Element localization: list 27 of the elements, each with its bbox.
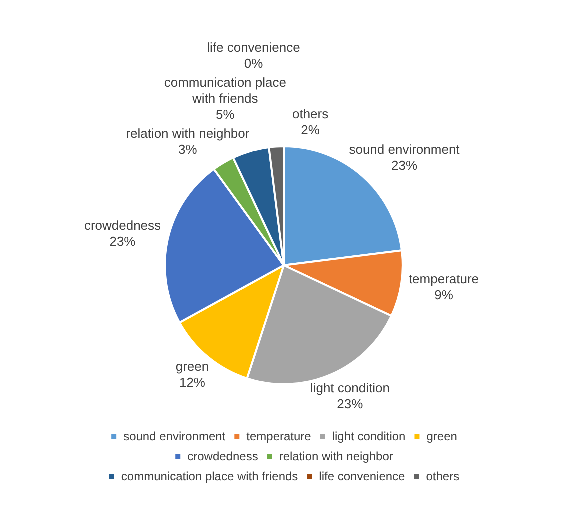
legend-label: communication place with friends: [121, 469, 298, 484]
data-label: 9%: [434, 287, 454, 302]
legend-label: green: [426, 429, 458, 444]
legend-label: others: [426, 469, 460, 484]
slice-label: sound environment: [349, 142, 460, 157]
text: 0%: [244, 56, 264, 71]
data-label: 12%: [179, 375, 206, 390]
data-label: 23%: [337, 396, 364, 412]
legend-label: crowdedness: [188, 449, 258, 464]
legend-label: temperature: [246, 429, 312, 444]
slice-label: communication place with friends: [164, 75, 286, 106]
data-label: 2%: [301, 122, 320, 138]
data-label: 5%: [216, 107, 236, 122]
data-label: 23%: [110, 234, 136, 249]
data-label: 3%: [178, 142, 198, 158]
legend-label: life convenience: [319, 469, 406, 484]
slice-label: relation with neighbor: [126, 126, 250, 142]
slice-label: crowdedness: [84, 218, 162, 233]
slice-label: green: [176, 359, 210, 374]
legend-label: light condition: [332, 429, 406, 444]
data-label: 23%: [391, 158, 418, 173]
legend-label: relation with neighbor: [279, 449, 394, 464]
slice-label: others: [292, 106, 330, 122]
slice-label: light condition: [310, 380, 390, 396]
legend-label: sound environment: [124, 429, 226, 444]
category-label: life convenience: [207, 40, 300, 55]
slice-label: temperature: [408, 271, 480, 286]
